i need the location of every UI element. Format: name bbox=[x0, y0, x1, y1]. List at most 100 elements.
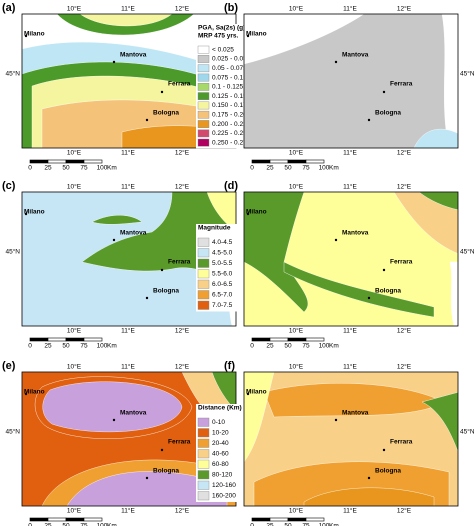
legend-label: 60-80 bbox=[212, 461, 229, 468]
legend-swatch bbox=[197, 470, 210, 480]
scale-label: 0 bbox=[28, 343, 32, 350]
map bbox=[244, 14, 458, 148]
scale-label: 50 bbox=[62, 343, 70, 350]
legend-title: MRP 475 yrs. bbox=[198, 33, 239, 40]
scale-label: 50 bbox=[62, 165, 70, 172]
lon-label: 12°E bbox=[397, 149, 412, 157]
legend-label: 0.1 - 0.125 bbox=[212, 84, 243, 91]
city-label: Ferrara bbox=[168, 439, 191, 446]
scale-unit: Km bbox=[107, 523, 117, 526]
panel-label: (a) bbox=[2, 2, 16, 14]
map-frame bbox=[243, 371, 459, 507]
legend-swatch bbox=[197, 120, 210, 128]
map-region bbox=[244, 192, 309, 313]
scale-segment bbox=[29, 517, 49, 522]
legend-swatch bbox=[197, 449, 210, 459]
lon-label: 10°E bbox=[289, 507, 304, 515]
legend-swatch bbox=[197, 83, 210, 91]
city-dot bbox=[367, 296, 371, 300]
scale-label: 75 bbox=[80, 343, 88, 350]
map-region bbox=[211, 372, 236, 412]
panel-label: (e) bbox=[2, 360, 16, 372]
legend-label: 40-60 bbox=[212, 450, 229, 457]
legend-swatch bbox=[197, 73, 210, 82]
scale-segment bbox=[287, 159, 307, 164]
lat-label: 45°N bbox=[5, 428, 20, 436]
legend-label: 0-10 bbox=[212, 419, 225, 426]
map-region bbox=[283, 261, 435, 318]
lon-label: 12°E bbox=[397, 507, 412, 515]
city-label: Milano bbox=[24, 209, 45, 216]
map-region bbox=[244, 372, 275, 463]
map-region bbox=[418, 192, 458, 210]
lon-label: 10°E bbox=[289, 363, 304, 371]
scale-label: 50 bbox=[62, 523, 70, 526]
lon-label: 12°E bbox=[175, 5, 190, 13]
legend-swatch bbox=[197, 92, 210, 101]
legend-label: 6.5-7.0 bbox=[212, 291, 233, 298]
legend-swatch bbox=[197, 417, 210, 427]
city-label: Ferrara bbox=[168, 81, 191, 88]
scale-segment bbox=[29, 159, 49, 164]
city-dot bbox=[246, 34, 250, 38]
panel-label: (f) bbox=[224, 360, 235, 372]
scale-segment bbox=[251, 337, 271, 342]
legend-swatch bbox=[197, 491, 210, 501]
city-dot bbox=[160, 448, 164, 452]
lon-label: 12°E bbox=[175, 183, 190, 191]
lon-label: 11°E bbox=[121, 149, 135, 157]
map-region bbox=[79, 14, 173, 27]
panel: (f) Milano Mantova Ferrara Bologna 10°E 10°E 11… bbox=[224, 360, 474, 526]
legend-label: 0.250 - 0.275 bbox=[212, 139, 251, 146]
legend-swatch bbox=[197, 269, 210, 279]
scale-segment bbox=[65, 517, 85, 522]
scale-label: 100 bbox=[97, 165, 108, 172]
legend-title: Distance (Km) bbox=[198, 405, 242, 412]
panel: (a) Milano Mantova Ferrara Bologna 10°E 10°E 11… bbox=[2, 2, 258, 172]
panel: (c) Milano Mantova Ferrara Bologna 10°E 10°E 11… bbox=[2, 180, 258, 350]
city-dot bbox=[24, 34, 28, 38]
lon-label: 12°E bbox=[397, 183, 412, 191]
city-dot bbox=[145, 476, 149, 480]
map-region bbox=[421, 392, 458, 453]
city-dot bbox=[334, 418, 338, 422]
legend-swatch bbox=[197, 110, 210, 119]
city-label: Milano bbox=[246, 389, 267, 396]
city-label: Bologna bbox=[153, 468, 179, 475]
scale-label: 25 bbox=[266, 523, 274, 526]
lon-label: 12°E bbox=[175, 149, 190, 157]
legend-swatch bbox=[197, 237, 210, 247]
scale-segment bbox=[47, 159, 67, 164]
city-label: Milano bbox=[246, 31, 267, 38]
legend-label: 0.200 - 0.225 bbox=[212, 121, 251, 128]
scale-label: 0 bbox=[250, 165, 254, 172]
city-dot bbox=[145, 118, 149, 122]
city-label: Mantova bbox=[120, 52, 147, 59]
city-label: Mantova bbox=[342, 52, 369, 59]
map-region bbox=[441, 14, 458, 148]
legend-swatch bbox=[197, 45, 210, 54]
legend-label: 0.05 - 0.075 bbox=[212, 65, 247, 72]
legend-swatch bbox=[197, 138, 210, 147]
scale-segment bbox=[83, 159, 103, 164]
city-dot bbox=[112, 418, 116, 422]
legend-swatch bbox=[197, 438, 210, 448]
legend-label: < 0.025 bbox=[212, 46, 234, 53]
lon-label: 12°E bbox=[397, 327, 412, 335]
legend-label: 5.5-6.0 bbox=[212, 270, 233, 277]
map-frame bbox=[243, 191, 459, 327]
lon-label: 11°E bbox=[121, 507, 135, 515]
lon-label: 10°E bbox=[67, 507, 82, 515]
map-region bbox=[206, 192, 236, 232]
legend-swatch bbox=[197, 129, 210, 138]
lon-label: 10°E bbox=[289, 327, 304, 335]
scale-segment bbox=[305, 337, 325, 342]
city-label: Milano bbox=[246, 209, 267, 216]
legend-label: 4.5-5.0 bbox=[212, 249, 233, 256]
legend-label: 80-120 bbox=[212, 471, 233, 478]
scale-segment bbox=[83, 517, 103, 522]
panel: (e) Milano Mantova Ferrara Bologna 10°E 10°E 11… bbox=[2, 360, 258, 526]
scale-segment bbox=[305, 159, 325, 164]
legend-swatch bbox=[197, 55, 210, 63]
